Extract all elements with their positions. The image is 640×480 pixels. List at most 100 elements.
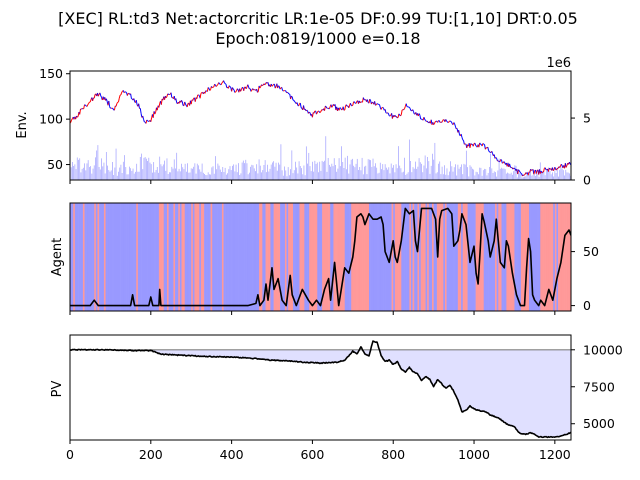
regime-band [144, 203, 147, 311]
regime-band [105, 203, 108, 311]
regime-band [115, 203, 118, 311]
price-segment [458, 130, 460, 135]
regime-band [200, 203, 203, 311]
regime-band [401, 203, 404, 311]
price-segment [398, 113, 401, 116]
regime-band [297, 203, 300, 311]
regime-band [268, 203, 271, 311]
price-segment [228, 85, 231, 87]
regime-band [362, 203, 365, 311]
regime-band [396, 203, 399, 311]
price-segment [200, 92, 203, 94]
price-segment [221, 81, 224, 84]
regime-band [141, 203, 144, 311]
price-segment [143, 119, 145, 123]
regime-band [137, 203, 140, 311]
price-segment [199, 93, 202, 99]
regime-band [276, 203, 279, 311]
regime-band [359, 203, 362, 311]
price-segment [394, 114, 397, 117]
regime-band [459, 203, 462, 311]
price-segment [247, 84, 250, 88]
price-segment [482, 143, 485, 145]
price-segment [293, 100, 296, 103]
regime-band [567, 203, 570, 311]
price-segment [543, 168, 545, 173]
regime-band [402, 203, 405, 311]
regime-band [467, 203, 470, 311]
regime-band [267, 203, 270, 311]
regime-band [373, 203, 376, 311]
regime-band [335, 203, 337, 311]
price-segment [519, 171, 522, 174]
regime-band [352, 203, 355, 311]
price-segment [274, 86, 277, 89]
price-segment [287, 92, 290, 95]
regime-band [490, 203, 493, 311]
agent-axes-frame [69, 202, 572, 312]
price-segment [535, 170, 538, 174]
price-segment [262, 84, 264, 87]
regime-band [257, 203, 260, 311]
price-segment [303, 105, 305, 110]
regime-band [404, 203, 407, 311]
regime-band [84, 203, 87, 311]
regime-band [415, 203, 418, 311]
price-segment [316, 112, 318, 115]
regime-band [423, 203, 426, 311]
price-segment [206, 87, 209, 92]
regime-band [435, 203, 438, 311]
pv-x-tick-label: 1200 [539, 447, 571, 462]
regime-band [296, 203, 299, 311]
regime-band [545, 203, 548, 311]
env-y2-offset-label: 1e6 [546, 56, 571, 71]
chart-title-line1: [XEC] RL:td3 Net:actorcritic LR:1e-05 DF… [58, 9, 578, 28]
regime-band [191, 203, 194, 311]
agent-regime-bands [70, 203, 571, 311]
price-segment [344, 105, 347, 110]
price-segment [146, 119, 148, 122]
regime-band [328, 203, 331, 311]
price-segment [412, 111, 415, 114]
price-segment [92, 97, 94, 102]
regime-band [516, 203, 518, 311]
regime-band [385, 203, 388, 311]
regime-band [241, 203, 244, 311]
price-segment [218, 82, 220, 84]
regime-band [475, 203, 478, 311]
regime-band [535, 203, 538, 311]
price-segment [359, 101, 362, 104]
regime-band [356, 203, 358, 311]
regime-band [92, 203, 95, 311]
regime-band [120, 203, 123, 311]
regime-band [145, 203, 148, 311]
price-segment [403, 108, 405, 110]
regime-band [210, 203, 213, 311]
regime-band [97, 203, 100, 311]
regime-band [522, 203, 525, 311]
price-segment [408, 106, 411, 109]
price-segment [324, 105, 326, 111]
price-segment [448, 120, 451, 123]
regime-band [89, 203, 92, 311]
price-segment [331, 105, 334, 108]
regime-band [131, 203, 134, 311]
price-segment [495, 157, 498, 159]
regime-band [212, 203, 215, 311]
price-segment [419, 115, 422, 120]
regime-band [275, 203, 278, 311]
price-segment [115, 103, 118, 107]
price-segment [287, 91, 289, 94]
price-segment [425, 120, 427, 122]
regime-band [438, 203, 441, 311]
regime-band [181, 203, 184, 311]
agent-panel: 0 50 Agent [50, 202, 599, 315]
price-segment [279, 87, 282, 90]
price-segment [441, 120, 443, 123]
price-segment [181, 101, 184, 106]
regime-band [346, 203, 349, 311]
regime-band [242, 203, 245, 311]
regime-band [537, 203, 539, 311]
regime-band [160, 203, 163, 311]
price-segment [259, 86, 262, 89]
